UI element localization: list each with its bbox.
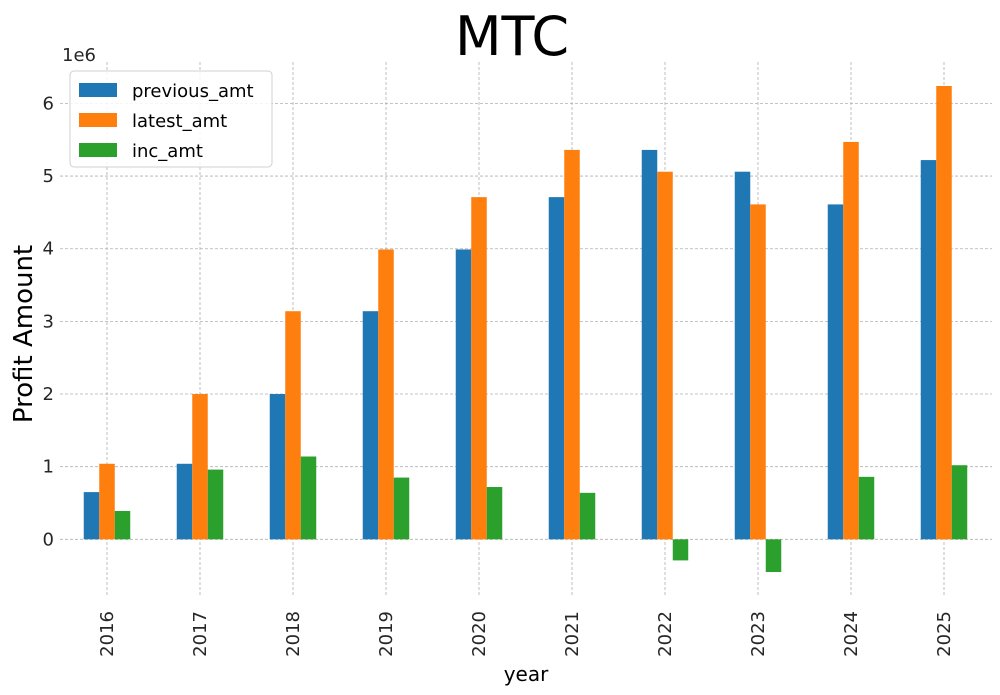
x-ticks: 2016 2017 2018 2019 2020 2021 2022 2023 2024 2025 (97, 611, 955, 657)
bar-inc_amt-2016 (114, 510, 131, 540)
x-axis-label: year (504, 662, 549, 686)
x-tick-label: 2024 (841, 611, 862, 657)
bar-previous_amt-2025 (920, 160, 937, 540)
bar-previous_amt-2020 (455, 249, 472, 540)
x-tick-label: 2020 (469, 611, 490, 657)
bar-inc_amt-2020 (486, 487, 503, 540)
bar-inc_amt-2024 (858, 476, 875, 540)
bar-inc_amt-2019 (393, 477, 410, 540)
bar-inc_amt-2021 (579, 492, 596, 540)
bar-previous_amt-2023 (734, 171, 751, 540)
y-axis-label: Profit Amount (9, 245, 39, 423)
x-tick-label: 2022 (655, 611, 676, 657)
bar-latest_amt-2023 (750, 204, 766, 540)
legend-box (69, 70, 273, 168)
bar-inc_amt-2022 (672, 539, 689, 561)
bar-latest_amt-2022 (657, 171, 673, 540)
y-ticks: 0 1 2 3 4 5 6 (43, 93, 54, 550)
legend: previous_amt latest_amt inc_amt (69, 70, 273, 168)
legend-label-latest_amt: latest_amt (132, 111, 227, 132)
bar-inc_amt-2018 (300, 456, 317, 540)
y-tick-label: 0 (43, 529, 54, 550)
bar-latest_amt-2020 (471, 197, 487, 540)
legend-label-inc_amt: inc_amt (132, 141, 203, 162)
y-tick-label: 2 (43, 384, 54, 405)
x-tick-label: 2023 (748, 611, 769, 657)
bar-inc_amt-2025 (951, 465, 968, 540)
x-tick-label: 2017 (190, 611, 211, 657)
y-tick-label: 3 (43, 311, 54, 332)
bar-previous_amt-2016 (83, 492, 100, 540)
bar-latest_amt-2019 (378, 249, 394, 540)
bar-latest_amt-2016 (99, 463, 115, 540)
legend-swatch-previous_amt (79, 83, 117, 97)
x-tick-label: 2021 (562, 611, 583, 657)
x-tick-label: 2025 (934, 611, 955, 657)
y-offset-text: 1e6 (62, 45, 96, 66)
bar-previous_amt-2018 (269, 394, 286, 540)
x-tick-label: 2019 (376, 611, 397, 657)
y-tick-label: 1 (43, 457, 54, 478)
bar-latest_amt-2024 (843, 141, 859, 540)
bar-latest_amt-2018 (285, 311, 301, 540)
legend-swatch-latest_amt (79, 113, 117, 127)
bar-previous_amt-2024 (827, 204, 844, 540)
y-tick-label: 6 (43, 93, 54, 114)
chart-title: MTC (455, 5, 569, 68)
y-tick-label: 5 (43, 166, 54, 187)
bar-previous_amt-2021 (548, 197, 565, 540)
x-tick-label: 2016 (97, 611, 118, 657)
bar-previous_amt-2017 (176, 463, 193, 540)
bars (83, 85, 968, 573)
y-tick-label: 4 (43, 239, 54, 260)
bar-previous_amt-2022 (641, 149, 658, 540)
bar-latest_amt-2021 (564, 149, 580, 540)
bar-latest_amt-2017 (192, 394, 208, 540)
bar-latest_amt-2025 (936, 85, 952, 540)
bar-inc_amt-2017 (207, 469, 224, 540)
bar-inc_amt-2023 (765, 539, 782, 573)
bar-previous_amt-2019 (362, 311, 379, 540)
legend-swatch-inc_amt (79, 143, 117, 157)
legend-label-previous_amt: previous_amt (132, 81, 254, 102)
x-tick-label: 2018 (283, 611, 304, 657)
